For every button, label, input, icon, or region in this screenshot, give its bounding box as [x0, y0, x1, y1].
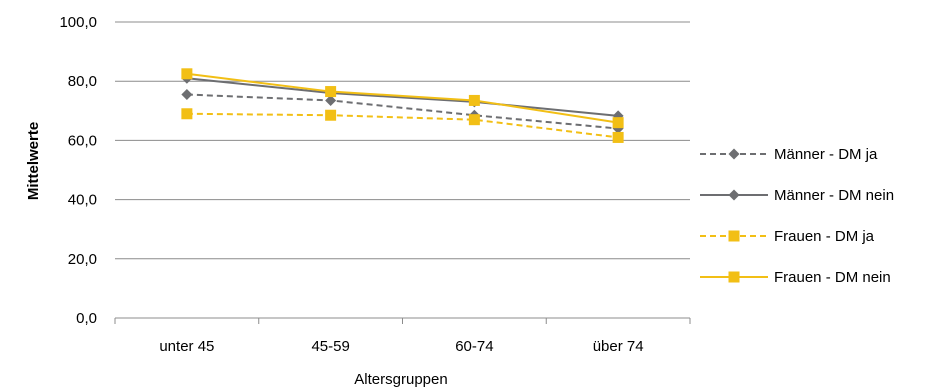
series-line — [186, 112, 619, 139]
y-axis-title: Mittelwerte — [25, 122, 42, 200]
x-axis: unter 45 45-59 60-74 über 74 — [114, 317, 691, 355]
legend-item: Männer - DM ja — [700, 146, 878, 163]
legend-label: Frauen - DM nein — [774, 269, 891, 286]
y-axis: 0,0 20,0 40,0 60,0 80,0 100,0 — [59, 14, 97, 327]
data-point — [181, 89, 193, 101]
y-tick-label: 40,0 — [68, 192, 97, 209]
data-point — [181, 108, 193, 120]
y-tick-label: 100,0 — [59, 14, 97, 31]
y-tick-label: 80,0 — [68, 73, 97, 90]
legend-label: Frauen - DM ja — [774, 228, 875, 245]
x-tick-label: 45-59 — [311, 338, 349, 355]
data-point — [325, 109, 337, 121]
x-tick-label: 60-74 — [455, 338, 493, 355]
series-line — [186, 72, 619, 124]
x-tick-label: unter 45 — [159, 338, 214, 355]
series-line — [186, 77, 619, 117]
y-tick-label: 20,0 — [68, 251, 97, 268]
x-tick-label: über 74 — [593, 338, 644, 355]
legend-swatch-marker — [728, 271, 740, 283]
data-point — [612, 117, 624, 129]
series-group — [181, 68, 624, 143]
data-point — [468, 94, 480, 106]
data-point — [325, 86, 337, 98]
gridlines — [115, 21, 690, 260]
legend-swatch-marker — [728, 230, 740, 242]
data-point — [325, 94, 337, 106]
data-point — [468, 114, 480, 126]
legend: Männer - DM ja Männer - DM nein Frauen - D… — [700, 146, 894, 286]
legend-item: Männer - DM nein — [700, 187, 894, 204]
legend-item: Frauen - DM ja — [700, 228, 875, 245]
y-tick-label: 0,0 — [76, 310, 97, 327]
y-tick-label: 60,0 — [68, 132, 97, 149]
legend-swatch-marker — [728, 189, 740, 201]
series-2 — [181, 108, 624, 143]
legend-label: Männer - DM ja — [774, 146, 878, 163]
data-point — [181, 68, 193, 80]
series-3 — [181, 68, 624, 129]
x-axis-title: Altersgruppen — [354, 371, 447, 388]
legend-item: Frauen - DM nein — [700, 269, 891, 286]
series-line — [186, 93, 619, 130]
legend-label: Männer - DM nein — [774, 187, 894, 204]
data-point — [612, 131, 624, 143]
legend-swatch-marker — [728, 148, 740, 160]
